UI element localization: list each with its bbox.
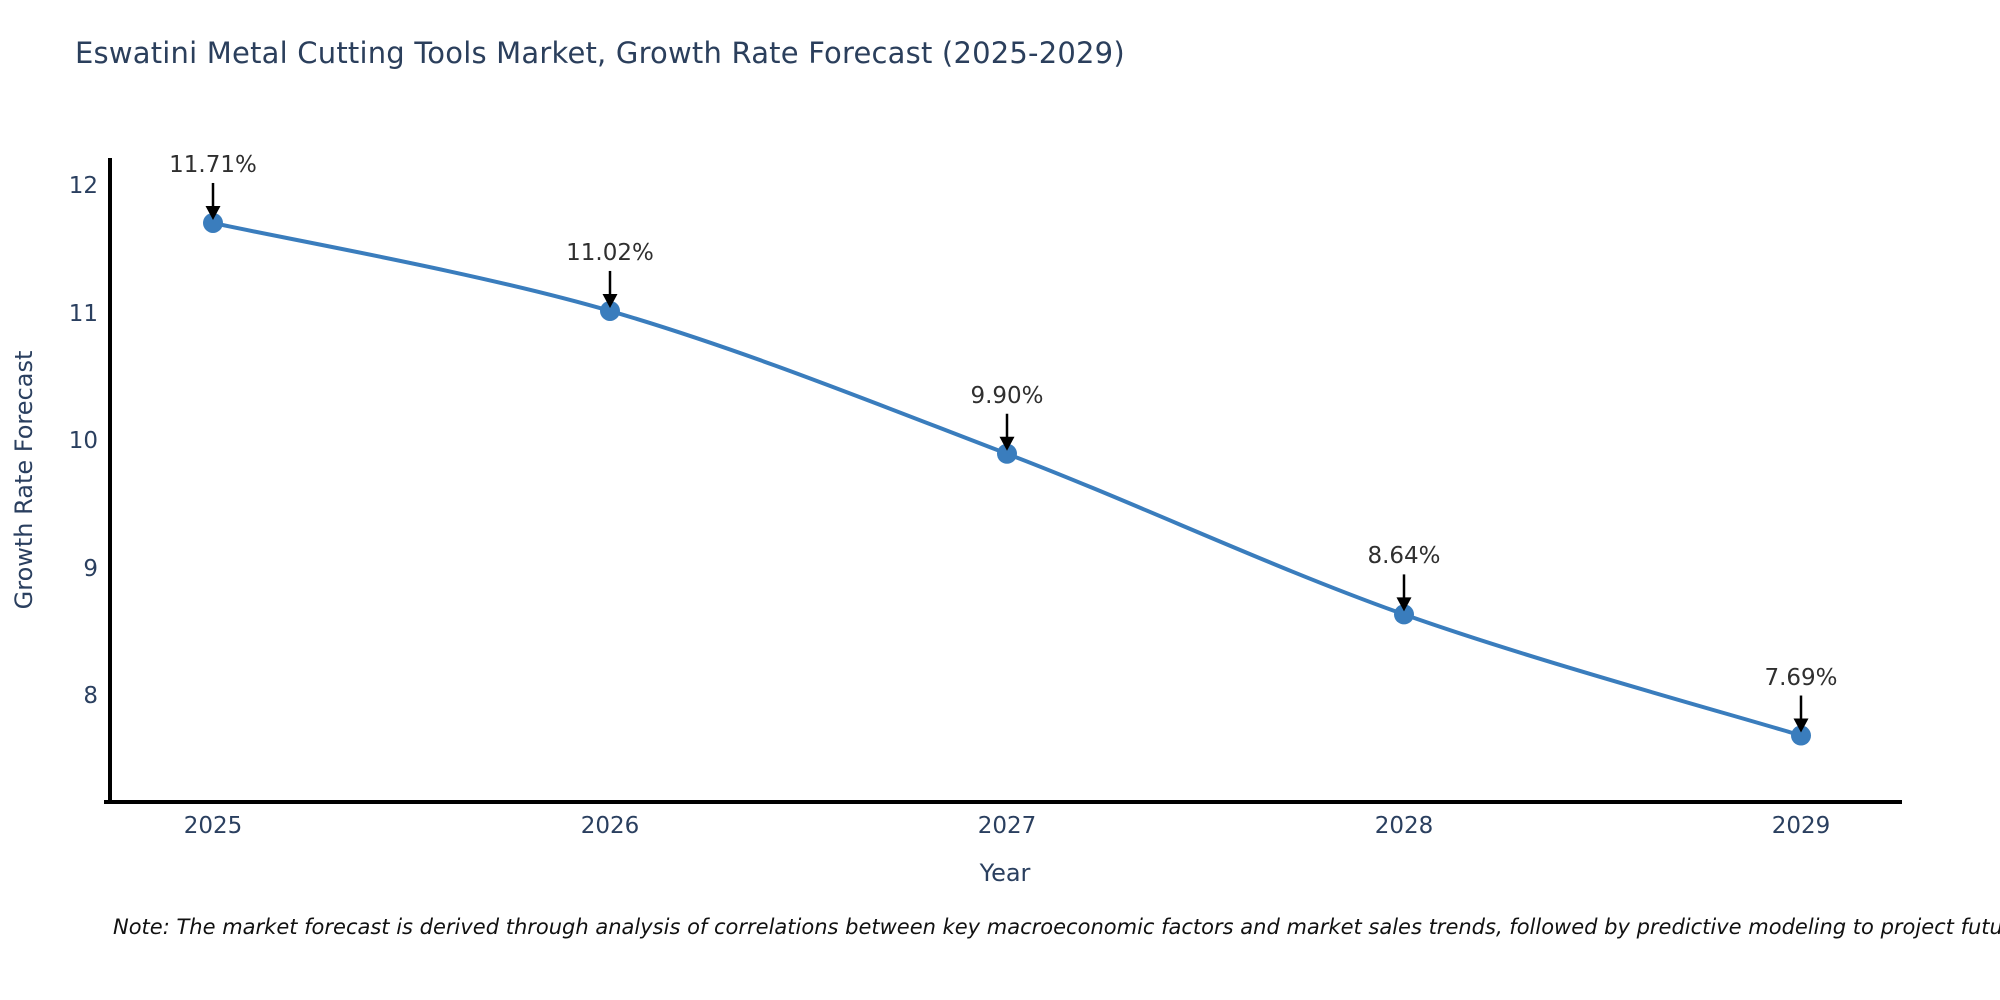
y-tick-label: 8 [83, 683, 98, 709]
annotation-arrow-head [1793, 718, 1809, 733]
data-point-value-label: 9.90% [970, 382, 1044, 409]
data-point-marker [600, 300, 620, 321]
x-tick-label: 2026 [580, 813, 640, 839]
chart-title: Eswatini Metal Cutting Tools Market, Gro… [75, 36, 1125, 70]
y-tick-label: 9 [83, 555, 98, 582]
data-point-marker [203, 212, 223, 233]
chart-footnote: Note: The market forecast is derived thr… [113, 915, 2000, 939]
x-tick-label: 2028 [1374, 813, 1434, 839]
data-point-value-label: 8.64% [1367, 543, 1441, 570]
data-point-value-label: 11.71% [169, 151, 257, 178]
x-axis-title: Year [979, 859, 1031, 887]
y-tick-label: 12 [68, 173, 98, 199]
y-tick-label: 11 [68, 300, 98, 327]
data-point-value-label: 7.69% [1764, 664, 1838, 691]
x-tick-label: 2027 [977, 813, 1037, 839]
annotation-arrow-head [999, 436, 1015, 451]
forecast-line [211, 220, 1803, 738]
annotation-arrow-head [205, 205, 221, 220]
data-point-marker [1791, 725, 1811, 746]
annotation-arrow-head [1396, 597, 1412, 612]
y-tick-label: 10 [68, 428, 98, 454]
data-point-marker [1394, 604, 1414, 625]
annotation-arrow-head [602, 293, 618, 308]
x-tick-label: 2029 [1771, 813, 1831, 839]
y-axis-title: Growth Rate Forecast [10, 350, 38, 610]
x-tick-label: 2025 [183, 813, 243, 839]
data-point-value-label: 11.02% [566, 239, 654, 266]
data-point-marker [997, 443, 1017, 464]
